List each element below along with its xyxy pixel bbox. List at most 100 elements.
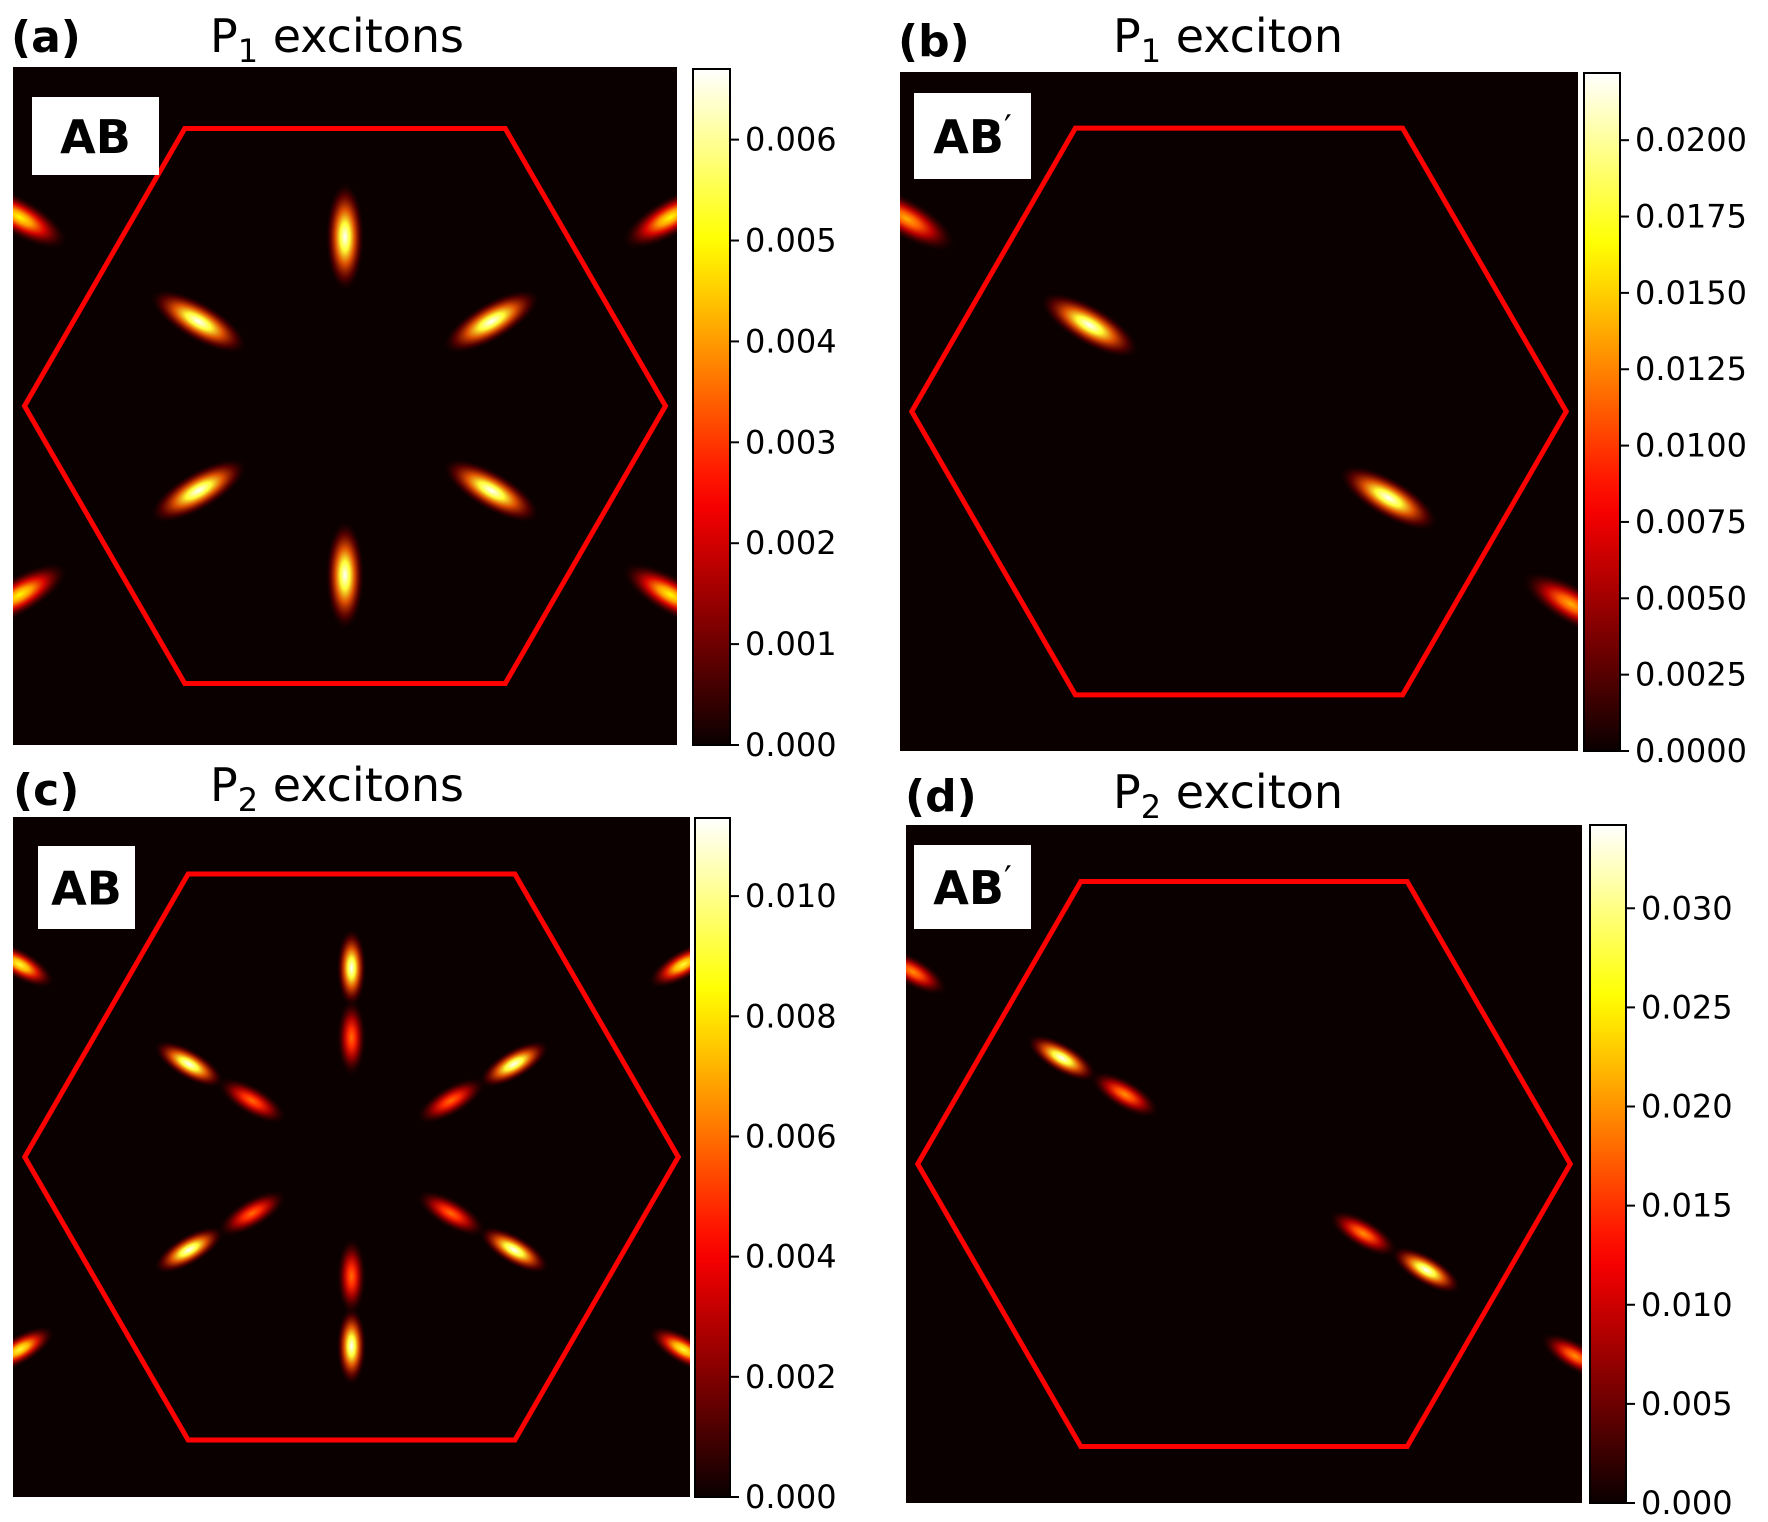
colorbar-tick-label: 0.015 — [1641, 1187, 1733, 1225]
exciton-lobe-2 — [336, 1306, 367, 1386]
panel-letter: (b) — [898, 16, 970, 67]
colorbar-gradient — [692, 68, 731, 746]
colorbar-tick-label: 0.0075 — [1635, 503, 1747, 541]
exciton-lobe-12 — [13, 940, 56, 989]
exciton-lobe-5 — [442, 458, 541, 524]
exciton-lobe-3 — [336, 1236, 367, 1317]
exciton-lobe-0 — [1026, 1034, 1098, 1082]
exciton-lobe-3 — [442, 288, 541, 354]
panel-letter: (a) — [11, 12, 81, 63]
exciton-lobe-8 — [153, 1226, 225, 1274]
stacking-label: AB′ — [933, 859, 1011, 915]
exciton-lobe-4 — [906, 948, 948, 996]
exciton-lobe-14 — [13, 1325, 56, 1374]
exciton-lobe-7 — [415, 1076, 487, 1125]
colorbar-tick-label: 0.003 — [745, 423, 837, 461]
colorbar-tick-label: 0.0150 — [1635, 274, 1747, 312]
stacking-badge — [32, 97, 159, 175]
exciton-lobe-9 — [621, 562, 677, 628]
panel-title: P1 excitons — [210, 9, 464, 70]
stacking-label: AB′ — [933, 108, 1011, 164]
exciton-lobe-13 — [647, 940, 690, 989]
panel-a: AB(a) P1 excitons0.0000.0010.0020.0030.00… — [11, 9, 837, 764]
colorbar: 0.000 0.001 0.002 0.003 0.004 0.005 0.006 — [692, 68, 837, 764]
exciton-lobe-15 — [647, 1325, 690, 1374]
stacking-badge — [914, 93, 1031, 179]
colorbar-tick-label: 0.010 — [745, 877, 837, 915]
stacking-badge — [38, 846, 135, 929]
exciton-lobe-3 — [1390, 1246, 1462, 1294]
stacking-badge — [914, 845, 1031, 929]
exciton-lobe-10 — [478, 1226, 550, 1274]
exciton-lobe-3 — [1521, 571, 1578, 638]
exciton-lobe-2 — [900, 185, 957, 252]
panel-b: AB′ (b) P1 exciton 0.0000 0.0025 0.0050 0.0075… — [898, 9, 1747, 770]
colorbar-tick-label: 0.025 — [1641, 988, 1733, 1026]
panel-title: P2 exciton — [1113, 765, 1343, 826]
exciton-lobe-1 — [1338, 464, 1439, 531]
colorbar-tick-label: 0.002 — [745, 524, 837, 562]
brillouin-zone-hexagon — [914, 878, 1574, 1450]
exciton-lobe-11 — [415, 1189, 487, 1238]
colorbar-tick-label: 0.000 — [745, 1478, 837, 1516]
panel-title: P2 excitons — [210, 758, 464, 819]
exciton-lobe-1 — [1089, 1070, 1160, 1119]
colorbar-tick-label: 0.006 — [745, 1117, 837, 1155]
exciton-lobe-5 — [1540, 1332, 1582, 1380]
colorbar-tick-label: 0.010 — [1641, 1286, 1733, 1324]
colorbar-tick-label: 0.008 — [745, 997, 837, 1035]
panel-d: AB′ (d) P2 exciton 0.000 0.005 0.010 0.015 0.02… — [905, 765, 1733, 1522]
colorbar: 0.000 0.002 0.004 0.006 0.008 0.010 — [694, 817, 837, 1516]
panel-letter: (c) — [13, 765, 79, 816]
brillouin-zone-hexagon — [21, 125, 669, 687]
colorbar-tick-label: 0.030 — [1641, 889, 1733, 927]
panel-letter: (d) — [905, 771, 977, 822]
exciton-lobe-9 — [216, 1189, 288, 1238]
exciton-lobe-1 — [325, 519, 365, 631]
brillouin-zone-hexagon — [908, 125, 1570, 698]
colorbar: 0.0000 0.0025 0.0050 0.0075 0.0100 0.0125 0.01… — [1583, 72, 1747, 770]
exciton-lobe-8 — [13, 562, 69, 628]
colorbar-tick-label: 0.005 — [1641, 1385, 1733, 1423]
exciton-lobe-2 — [149, 288, 248, 354]
exciton-lobe-7 — [621, 184, 677, 250]
exciton-lobe-4 — [149, 458, 248, 524]
heatmap-background — [13, 67, 677, 745]
colorbar-tick-label: 0.020 — [1641, 1088, 1733, 1126]
heatmap-lobes — [900, 185, 1578, 638]
colorbar: 0.000 0.005 0.010 0.015 0.020 0.025 0.030 — [1589, 824, 1733, 1522]
panels: AB(a) P1 excitons0.0000.0010.0020.0030.00… — [11, 9, 1747, 1522]
brillouin-zone-hexagon — [21, 871, 682, 1443]
exciton-lobe-4 — [153, 1040, 225, 1088]
colorbar-tick-label: 0.006 — [745, 121, 837, 159]
colorbar-tick-label: 0.004 — [745, 322, 837, 360]
colorbar-tick-label: 0.002 — [745, 1358, 837, 1396]
colorbar-tick-label: 0.001 — [745, 625, 837, 663]
colorbar-tick-label: 0.0175 — [1635, 198, 1747, 236]
panel-title: P1 exciton — [1113, 9, 1343, 70]
colorbar-tick-label: 0.0100 — [1635, 427, 1747, 465]
stacking-label: AB — [51, 862, 122, 916]
heatmap-background — [906, 825, 1582, 1503]
colorbar-gradient — [1589, 824, 1627, 1504]
colorbar-gradient — [694, 817, 731, 1498]
exciton-lobe-6 — [478, 1040, 550, 1088]
heatmap-background — [900, 72, 1578, 751]
colorbar-tick-label: 0.005 — [745, 222, 837, 260]
exciton-lobe-0 — [1039, 292, 1140, 359]
colorbar-tick-label: 0.000 — [745, 726, 837, 764]
heatmap-lobes — [13, 181, 677, 631]
exciton-lobe-5 — [216, 1076, 288, 1125]
heatmap-lobes — [13, 928, 690, 1386]
heatmap-lobes — [906, 948, 1582, 1380]
colorbar-tick-label: 0.0050 — [1635, 579, 1747, 617]
exciton-lobe-0 — [336, 928, 367, 1008]
stacking-label: AB — [60, 110, 131, 164]
colorbar-tick-label: 0.0200 — [1635, 121, 1747, 159]
exciton-lobe-1 — [336, 997, 367, 1078]
colorbar-tick-label: 0.0025 — [1635, 656, 1747, 694]
panel-c: AB(c) P2 excitons0.0000.0020.0040.0060.00… — [13, 758, 837, 1516]
colorbar-gradient — [1583, 72, 1621, 752]
colorbar-tick-label: 0.004 — [745, 1238, 837, 1276]
